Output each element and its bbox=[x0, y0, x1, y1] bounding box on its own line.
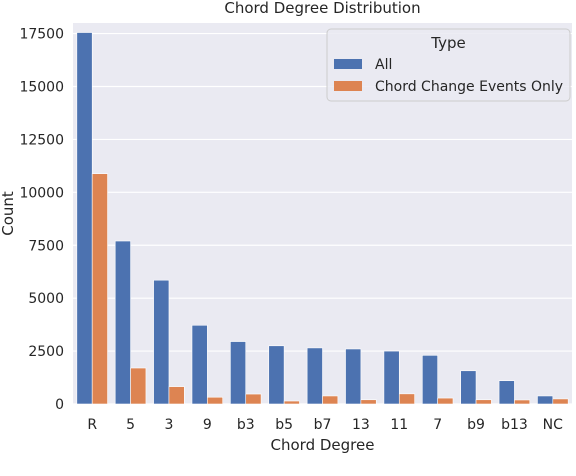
x-tick-label: R bbox=[87, 417, 97, 433]
bar-chord-change-b3 bbox=[245, 393, 262, 405]
x-tick-label: b7 bbox=[314, 417, 332, 433]
x-tick-labels: R 5 3 9 b3 b5 b7 13 11 7 b9 b13 NC bbox=[87, 417, 563, 433]
x-tick-label: b13 bbox=[501, 417, 528, 433]
bar-chord-change-11 bbox=[398, 393, 415, 405]
bar-chord-change-b5 bbox=[283, 400, 300, 405]
bar-all-9 bbox=[191, 324, 208, 405]
bar-chord-change-b13 bbox=[514, 399, 531, 405]
x-tick-label: 9 bbox=[203, 417, 212, 433]
bar-all-5 bbox=[114, 240, 131, 405]
chart-title: Chord Degree Distribution bbox=[224, 0, 420, 17]
bar-chord-change-13 bbox=[360, 399, 377, 405]
x-tick-label: b3 bbox=[237, 417, 255, 433]
y-tick-label: 0 bbox=[55, 397, 64, 413]
bar-chord-change-b7 bbox=[322, 395, 339, 405]
bar-all-13 bbox=[345, 348, 362, 405]
y-tick-label: 7500 bbox=[28, 238, 64, 254]
legend-swatch bbox=[334, 59, 362, 69]
bar-all-b5 bbox=[268, 345, 285, 405]
bar-all-b3 bbox=[230, 341, 247, 405]
bars bbox=[76, 32, 569, 405]
bar-all-b13 bbox=[498, 380, 515, 405]
bar-all-R bbox=[76, 32, 93, 405]
bar-all-7 bbox=[421, 355, 438, 405]
x-tick-label: NC bbox=[543, 417, 563, 433]
x-tick-label: 5 bbox=[126, 417, 135, 433]
x-tick-label: 13 bbox=[352, 417, 370, 433]
y-tick-label: 2500 bbox=[28, 344, 64, 360]
bar-all-b9 bbox=[460, 370, 477, 405]
x-tick-label: 3 bbox=[165, 417, 174, 433]
y-tick-label: 12500 bbox=[19, 132, 64, 148]
x-tick-label: 7 bbox=[433, 417, 442, 433]
bar-chord-change-R bbox=[91, 173, 108, 405]
y-tick-label: 15000 bbox=[19, 80, 64, 96]
x-axis-label: Chord Degree bbox=[271, 436, 375, 454]
bar-all-NC bbox=[537, 395, 554, 405]
y-tick-label: 5000 bbox=[28, 291, 64, 307]
legend-label: Chord Change Events Only bbox=[375, 79, 563, 95]
bar-chord-change-NC bbox=[552, 398, 569, 405]
legend-title: Type bbox=[430, 34, 465, 52]
bar-chord-change-9 bbox=[207, 396, 224, 405]
legend: Type All Chord Change Events Only bbox=[326, 28, 571, 102]
bar-chord-change-3 bbox=[168, 386, 185, 405]
legend-swatch bbox=[334, 81, 362, 91]
bar-all-3 bbox=[153, 279, 170, 405]
y-tick-label: 10000 bbox=[19, 185, 64, 201]
bar-chord-change-5 bbox=[130, 367, 147, 405]
bar-all-b7 bbox=[306, 347, 323, 405]
x-tick-label: b5 bbox=[275, 417, 293, 433]
bar-all-11 bbox=[383, 350, 400, 405]
y-tick-labels: 0 2500 5000 7500 10000 12500 15000 17500 bbox=[19, 27, 64, 413]
legend-box bbox=[326, 28, 571, 102]
y-axis-label: Count bbox=[0, 191, 17, 236]
x-tick-label: 11 bbox=[390, 417, 408, 433]
legend-label: All bbox=[375, 57, 392, 73]
y-tick-label: 17500 bbox=[19, 27, 64, 43]
bar-chord-change-b9 bbox=[475, 399, 492, 405]
bar-chord-change-7 bbox=[437, 397, 454, 405]
x-tick-label: b9 bbox=[467, 417, 485, 433]
